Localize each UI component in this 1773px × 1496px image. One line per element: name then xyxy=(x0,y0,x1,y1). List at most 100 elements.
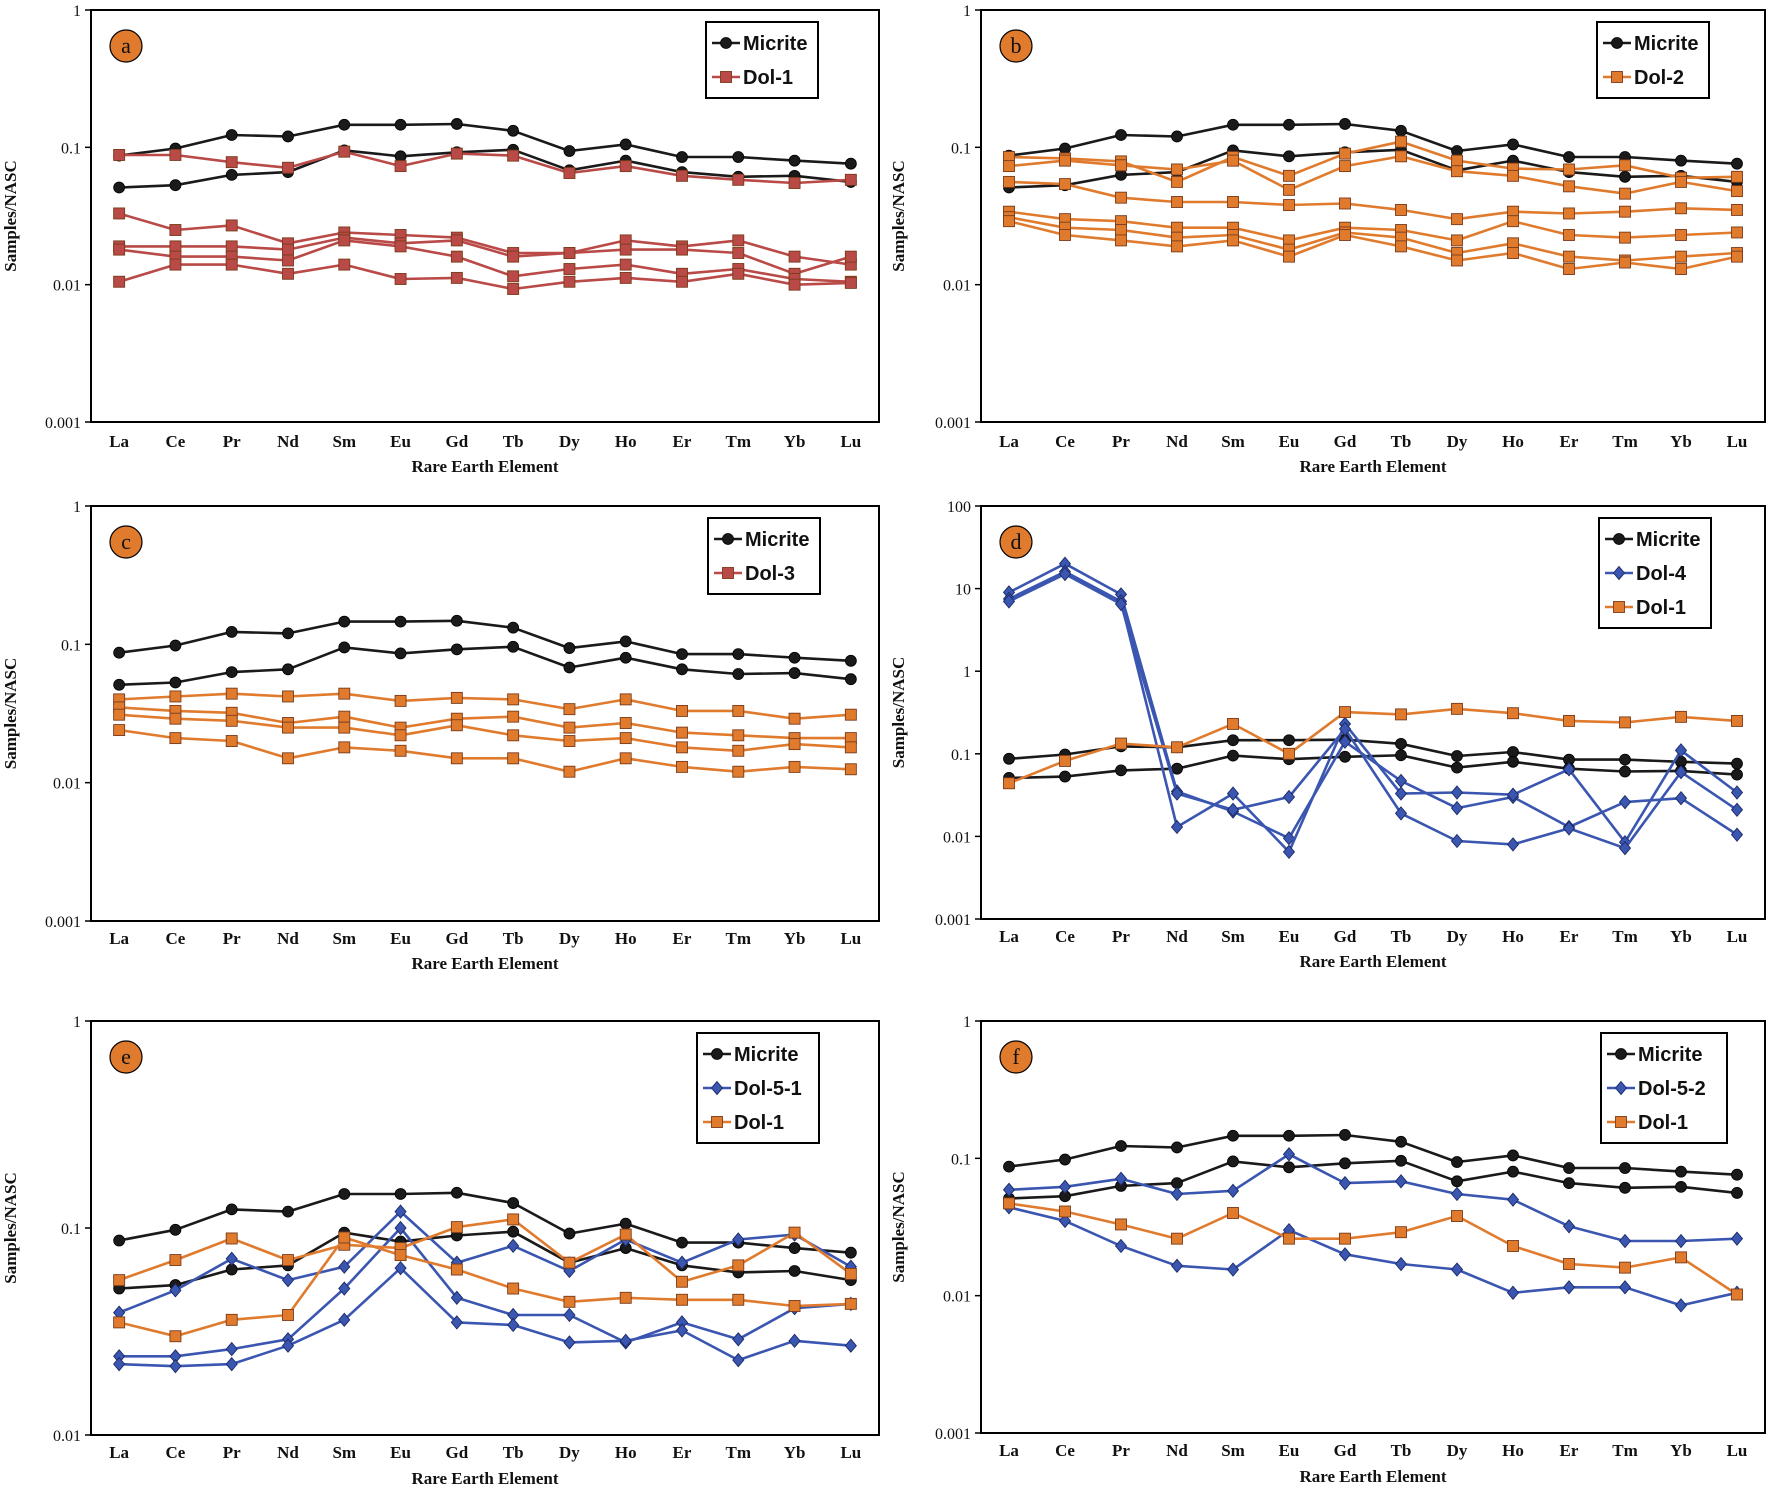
data-point xyxy=(394,1188,407,1200)
data-point xyxy=(1563,207,1575,220)
x-tick-label: Dy xyxy=(1447,927,1468,946)
data-point xyxy=(1675,710,1687,723)
data-point xyxy=(1507,138,1519,151)
data-point xyxy=(788,1333,801,1349)
legend-label: Micrite xyxy=(1634,33,1698,55)
x-tick-label: Sm xyxy=(1221,1441,1245,1460)
x-tick-label: Yb xyxy=(1670,927,1692,946)
data-point xyxy=(1283,1232,1295,1245)
x-axis-title: Rare Earth Element xyxy=(1300,457,1447,476)
panel-label: d xyxy=(1011,529,1022,554)
data-point xyxy=(1170,1258,1184,1273)
data-point xyxy=(1059,154,1071,167)
data-point xyxy=(450,752,463,765)
legend-label: Micrite xyxy=(1636,529,1700,551)
data-point xyxy=(732,1293,745,1306)
data-point xyxy=(1451,702,1463,715)
panel-label: f xyxy=(1012,1044,1020,1069)
data-point xyxy=(1619,1162,1631,1174)
series-dol-1 xyxy=(113,145,857,189)
x-tick-label: Ce xyxy=(1055,432,1075,451)
data-point xyxy=(1115,234,1127,247)
data-point xyxy=(338,145,351,158)
data-point xyxy=(281,1338,295,1353)
series-line xyxy=(118,1218,852,1283)
y-tick-label: 0.001 xyxy=(935,912,971,929)
x-tick-label: La xyxy=(109,929,129,948)
legend-marker xyxy=(1611,37,1623,49)
data-point xyxy=(844,157,857,170)
data-point xyxy=(1507,1240,1519,1252)
data-point xyxy=(169,732,182,745)
data-point xyxy=(563,167,576,179)
data-point xyxy=(338,234,351,247)
data-point xyxy=(788,712,801,725)
x-tick-label: Dy xyxy=(559,1443,580,1462)
series-line xyxy=(118,122,851,165)
series-dol-5-1 xyxy=(113,1204,857,1320)
legend-label: Dol-4 xyxy=(1636,563,1687,585)
y-tick-label: 0.001 xyxy=(45,914,81,931)
data-point xyxy=(1451,1175,1463,1188)
legend-e: Micrite Dol-5-1 Dol-1 xyxy=(696,1032,820,1144)
y-axis-title: Samples/NASC xyxy=(889,657,908,768)
x-tick-label: Tm xyxy=(1612,432,1638,451)
data-point xyxy=(225,1313,238,1326)
data-point xyxy=(619,160,632,173)
series-dol-1 xyxy=(1003,1197,1743,1301)
data-point xyxy=(507,270,520,283)
data-point xyxy=(619,243,632,256)
data-point xyxy=(1619,187,1631,200)
series-line xyxy=(1008,562,1738,840)
plot-area-f xyxy=(980,1020,1766,1434)
data-point xyxy=(450,1263,463,1276)
data-point xyxy=(1450,833,1464,849)
data-point xyxy=(844,250,857,263)
data-point xyxy=(1227,734,1239,747)
data-point xyxy=(1059,770,1071,783)
data-point xyxy=(225,1232,238,1245)
data-point xyxy=(450,1186,463,1199)
data-point xyxy=(1730,802,1744,817)
data-point xyxy=(732,234,745,247)
data-point xyxy=(113,1234,126,1247)
data-point xyxy=(788,738,801,751)
data-point xyxy=(1451,1156,1463,1168)
panel-label: e xyxy=(121,1044,131,1069)
data-point xyxy=(225,625,238,638)
series-line xyxy=(1008,180,1738,221)
data-point xyxy=(282,161,294,174)
data-point xyxy=(1730,1231,1744,1246)
data-point xyxy=(844,173,857,186)
data-point xyxy=(1338,1175,1352,1191)
data-point xyxy=(1731,226,1743,239)
data-point xyxy=(1619,256,1631,269)
data-point xyxy=(1283,747,1295,760)
x-tick-label: Pr xyxy=(1112,927,1130,946)
data-point xyxy=(1618,1233,1632,1249)
data-point xyxy=(1003,1160,1015,1173)
data-point xyxy=(1450,785,1464,800)
x-tick-label: Pr xyxy=(1112,1441,1130,1460)
data-point xyxy=(619,717,632,729)
data-point xyxy=(282,243,294,256)
data-point xyxy=(450,614,463,627)
chart-panel-c: 0.001 0.01 0.1 1 La Ce Pr Nd Sm Eu Gd Tb Dy Ho Er Tm Yb L… xyxy=(1,499,880,973)
data-point xyxy=(619,635,632,648)
x-tick-label: Ce xyxy=(1055,927,1075,946)
series-line xyxy=(1008,753,1738,780)
data-point xyxy=(1675,175,1687,188)
data-point xyxy=(1170,819,1184,835)
data-point xyxy=(338,258,351,271)
data-point xyxy=(1562,1219,1576,1234)
data-point xyxy=(1395,203,1407,216)
data-point xyxy=(1338,721,1352,737)
x-tick-label: Tb xyxy=(503,432,524,451)
data-point xyxy=(1059,1205,1071,1218)
x-tick-label: Ho xyxy=(615,1443,637,1462)
data-point xyxy=(1731,757,1743,770)
data-point xyxy=(1282,844,1296,860)
series-line xyxy=(1008,219,1738,271)
data-point xyxy=(450,1290,463,1306)
data-point xyxy=(563,1256,576,1269)
